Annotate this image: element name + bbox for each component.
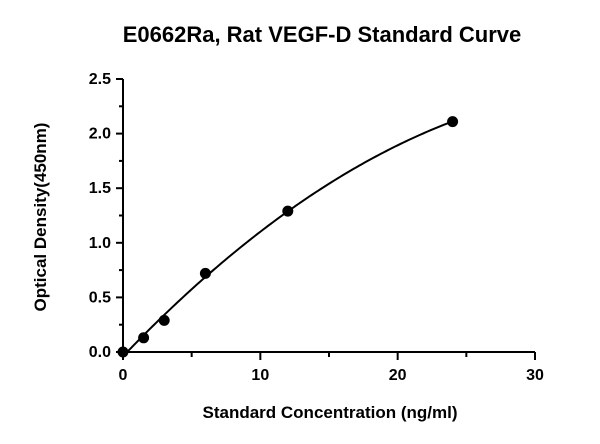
data-point: [447, 116, 459, 128]
y-tick-label: 0.0: [89, 344, 111, 361]
x-tick-label: 30: [526, 367, 544, 384]
x-tick-label: 20: [389, 367, 407, 384]
data-point: [199, 267, 211, 279]
chart-title: E0662Ra, Rat VEGF-D Standard Curve: [123, 22, 522, 47]
y-axis-label: Optical Density(450nm): [31, 123, 50, 312]
data-point: [117, 346, 129, 358]
data-point: [282, 205, 294, 217]
data-point: [138, 332, 150, 344]
x-tick-label: 10: [251, 367, 269, 384]
data-point: [158, 314, 170, 326]
ticks: 0.0 0.5 1.0 1.5 2.0 2.5 0 10 20 30: [89, 71, 544, 384]
data-points: [117, 116, 459, 358]
y-tick-label: 2.5: [89, 71, 111, 88]
axes: [122, 79, 535, 353]
x-tick-label: 0: [119, 367, 128, 384]
y-tick-label: 2.0: [89, 126, 111, 143]
x-axis-label: Standard Concentration (ng/ml): [203, 403, 458, 422]
y-tick-label: 0.5: [89, 289, 111, 306]
y-tick-label: 1.5: [89, 180, 111, 197]
fit-curve-layer: [123, 120, 453, 353]
y-tick-label: 1.0: [89, 235, 111, 252]
fit-curve: [123, 120, 453, 353]
